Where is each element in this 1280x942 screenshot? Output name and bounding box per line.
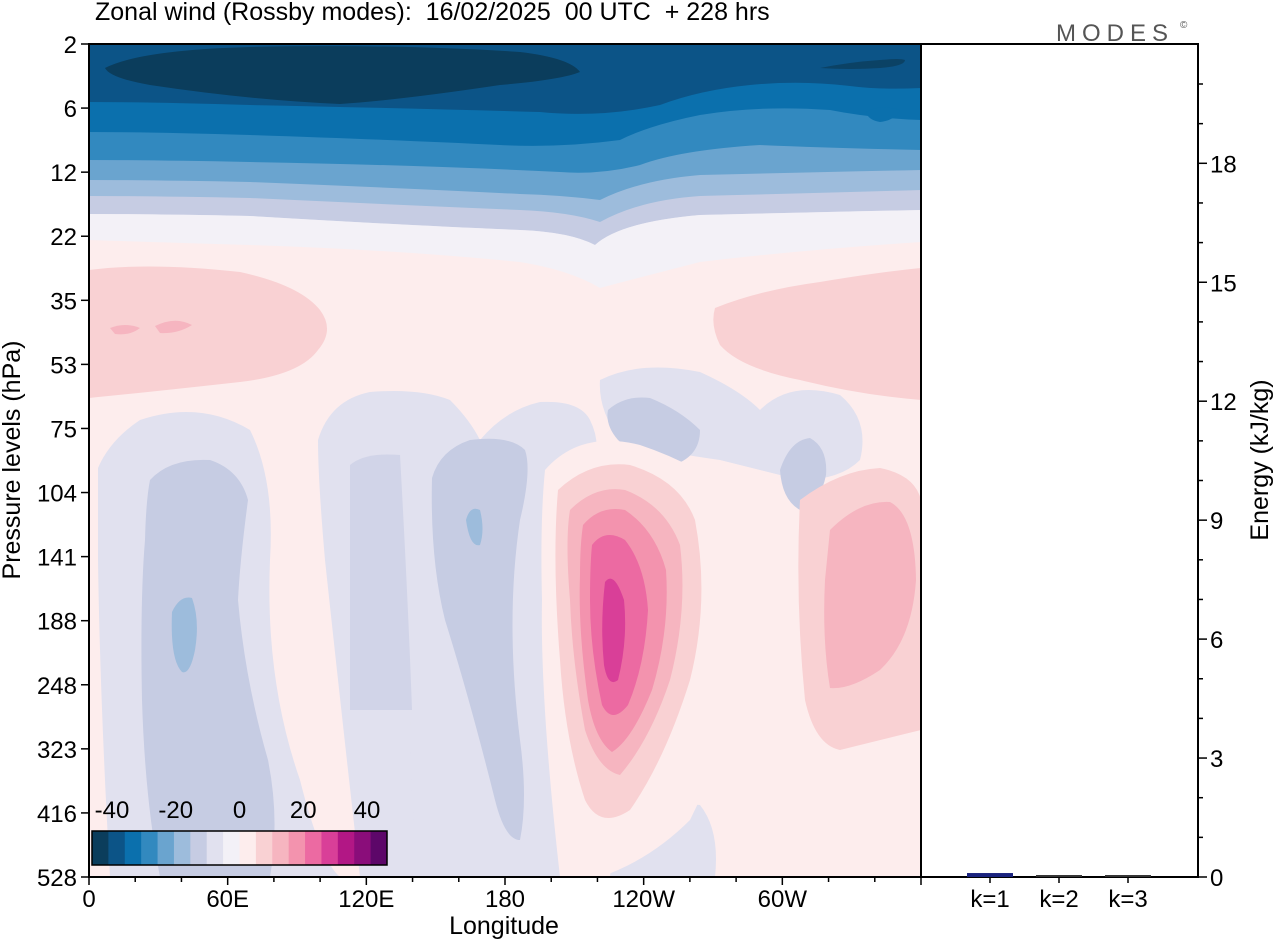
field-band-neg9 xyxy=(105,46,580,104)
colorbar-swatch xyxy=(370,831,388,865)
colorbar-swatch xyxy=(108,831,126,865)
field-pos-lobe-east-2 xyxy=(824,501,916,689)
y-tick-label: 104 xyxy=(37,481,77,508)
colorbar-swatch xyxy=(321,831,339,865)
energy-tick-label: 18 xyxy=(1210,151,1237,178)
field-pos-spot-b xyxy=(155,320,192,334)
y-tick-label: 6 xyxy=(64,96,77,123)
colorbar-swatch xyxy=(223,831,240,865)
x-tick-label: 120W xyxy=(612,886,675,913)
colorbar-swatch xyxy=(206,831,224,865)
field-neg-cell-g xyxy=(466,508,483,546)
energy-category-label: k=2 xyxy=(1039,886,1078,913)
y-axis-label: Pressure levels (hPa) xyxy=(0,341,26,580)
colorbar: -40 -20 0 20 40 xyxy=(91,797,388,866)
y-tick-label: 22 xyxy=(50,224,77,251)
colorbar-tick-label: -40 xyxy=(95,797,130,824)
colorbar-swatch xyxy=(239,831,257,865)
field-pos-lobe-left xyxy=(89,266,328,398)
energy-bar xyxy=(1036,875,1082,878)
longitude-axis: 0 60E 120E 180 120W 60W xyxy=(82,877,922,913)
field-neg-cell-a xyxy=(141,459,275,877)
energy-tick-label: 3 xyxy=(1210,746,1223,773)
colorbar-swatch xyxy=(141,831,159,865)
heatmap-plot xyxy=(89,44,921,877)
colorbar-swatch xyxy=(157,831,175,865)
energy-tick-label: 9 xyxy=(1210,508,1223,535)
energy-category-label: k=3 xyxy=(1108,886,1147,913)
y-tick-label: 75 xyxy=(50,416,77,443)
modes-logo: MODES xyxy=(1056,20,1175,47)
y-tick-label: 528 xyxy=(37,865,77,892)
x-tick-label: 60W xyxy=(758,886,808,913)
field-pos-lobe-right xyxy=(713,268,921,400)
colorbar-swatch xyxy=(337,831,355,865)
field-neg-sliver xyxy=(410,715,480,877)
y-tick-label: 53 xyxy=(50,352,77,379)
field-band-neg7b xyxy=(866,107,900,122)
y-tick-label: 323 xyxy=(37,737,77,764)
energy-tick-label: 6 xyxy=(1210,627,1223,654)
energy-panel-frame xyxy=(920,43,1199,878)
field-neg-cell-b xyxy=(350,454,412,710)
colorbar-swatch xyxy=(272,831,290,865)
colorbar-swatch xyxy=(255,831,273,865)
field-neg-cell-c xyxy=(431,438,528,840)
colorbar-tick-label: -20 xyxy=(158,797,193,824)
y-tick-label: 141 xyxy=(37,545,77,572)
energy-tick-label: 0 xyxy=(1210,865,1223,892)
field-pos-spot-a xyxy=(110,325,140,335)
colorbar-tick-label: 20 xyxy=(290,797,317,824)
y-tick-label: 2 xyxy=(64,32,77,59)
energy-axis: 0 3 6 9 12 15 18 xyxy=(1198,83,1237,892)
chart-title: Zonal wind (Rossby modes): 16/02/2025 00… xyxy=(95,0,770,26)
x-tick-label: 60E xyxy=(206,886,249,913)
y-tick-label: 35 xyxy=(50,288,77,315)
x-axis-label: Longitude xyxy=(449,912,559,940)
field-band-neg1 xyxy=(89,210,921,288)
colorbar-swatch xyxy=(124,831,142,865)
colorbar-swatch xyxy=(288,831,306,865)
x-tick-label: 120E xyxy=(338,886,394,913)
colorbar-swatch xyxy=(173,831,191,865)
energy-bars: k=1 k=2 k=3 xyxy=(967,873,1151,913)
x-tick-label: 0 xyxy=(82,886,95,913)
field-neg-cell-f xyxy=(171,597,197,673)
y-tick-label: 416 xyxy=(37,801,77,828)
energy-bar xyxy=(967,873,1013,877)
copyright-mark: © xyxy=(1180,20,1188,31)
field-band-neg9b xyxy=(820,59,905,69)
colorbar-swatch xyxy=(190,831,208,865)
colorbar-swatch xyxy=(354,831,372,865)
energy-tick-label: 12 xyxy=(1210,389,1237,416)
energy-bar xyxy=(1105,875,1151,878)
y-tick-label: 248 xyxy=(37,673,77,700)
colorbar-swatch xyxy=(305,831,322,865)
energy-axis-label: Energy (kJ/kg) xyxy=(1246,379,1274,540)
colorbar-frame xyxy=(91,830,388,866)
pressure-axis: 2 6 12 22 35 53 75 104 141 188 248 323 416 528 xyxy=(37,32,89,892)
y-tick-label: 188 xyxy=(37,609,77,636)
x-tick-label: 180 xyxy=(485,886,525,913)
colorbar-swatch xyxy=(92,831,109,865)
energy-tick-label: 15 xyxy=(1210,270,1237,297)
energy-category-label: k=1 xyxy=(970,886,1009,913)
colorbar-tick-label: 40 xyxy=(354,797,381,824)
colorbar-tick-label: 0 xyxy=(233,797,246,824)
y-tick-label: 12 xyxy=(50,160,77,187)
field-pos-jet-6 xyxy=(602,578,626,683)
